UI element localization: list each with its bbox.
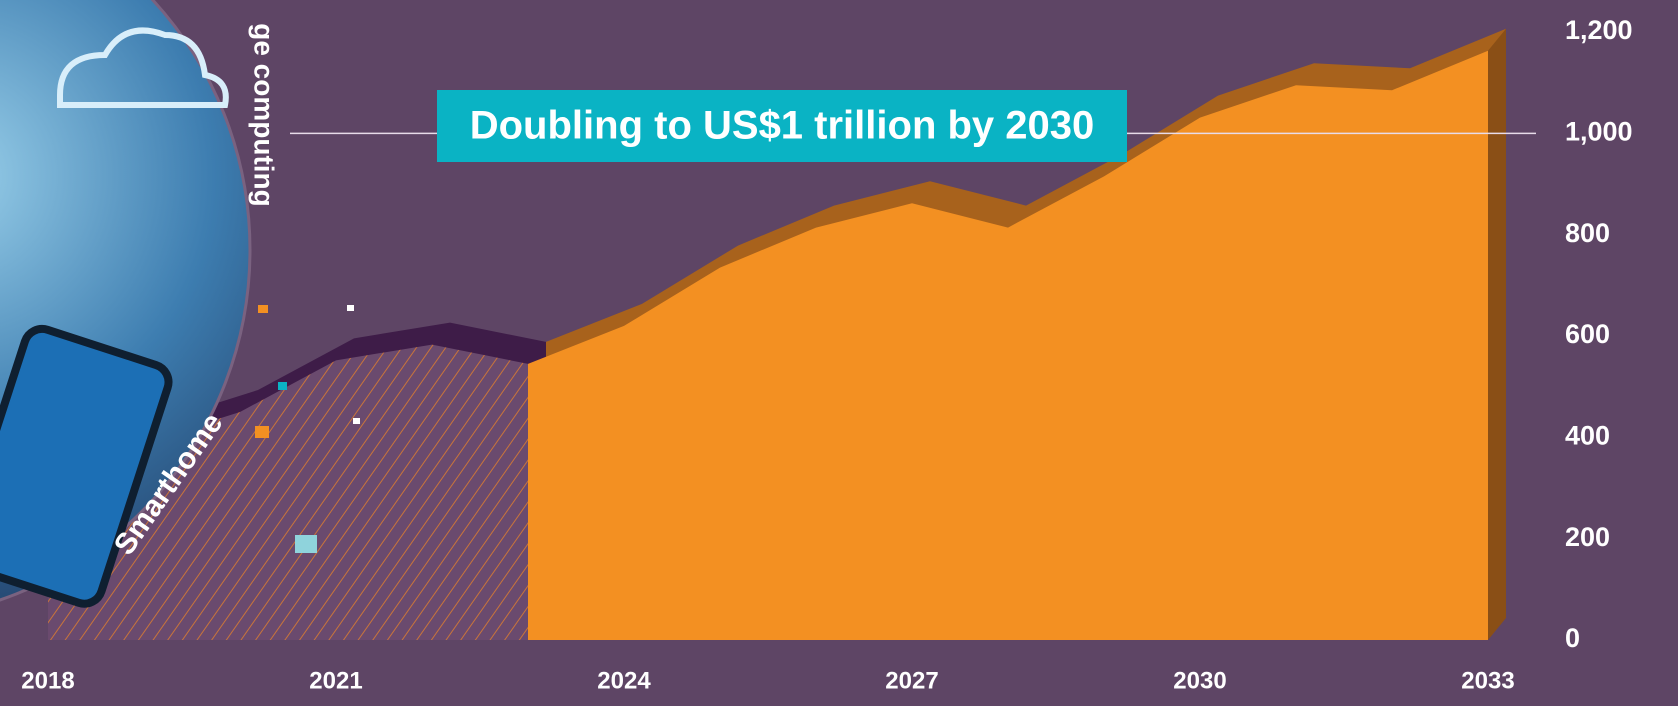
x-tick-label: 2027	[885, 667, 938, 694]
x-tick-label: 2021	[309, 667, 362, 694]
x-tick-label: 2018	[21, 667, 74, 694]
x-tick-label: 2030	[1173, 667, 1226, 694]
x-tick-label: 2033	[1461, 667, 1514, 694]
y-tick-label: 800	[1565, 218, 1610, 248]
y-tick-label: 0	[1565, 623, 1580, 653]
annotation: ge computing	[249, 23, 280, 207]
y-tick-label: 600	[1565, 319, 1610, 349]
area	[528, 50, 1488, 641]
y-tick-label: 200	[1565, 522, 1610, 552]
x-tick-label: 2024	[597, 667, 651, 694]
y-tick-label: 400	[1565, 420, 1610, 450]
y-tick-label: 1,200	[1565, 15, 1633, 45]
photo-circle	[0, 0, 360, 608]
area-side	[1488, 28, 1506, 641]
chart-title: Doubling to US$1 trillion by 2030	[470, 104, 1095, 148]
area	[48, 344, 528, 640]
title-box	[437, 90, 1127, 162]
y-tick-label: 1,000	[1565, 116, 1633, 146]
